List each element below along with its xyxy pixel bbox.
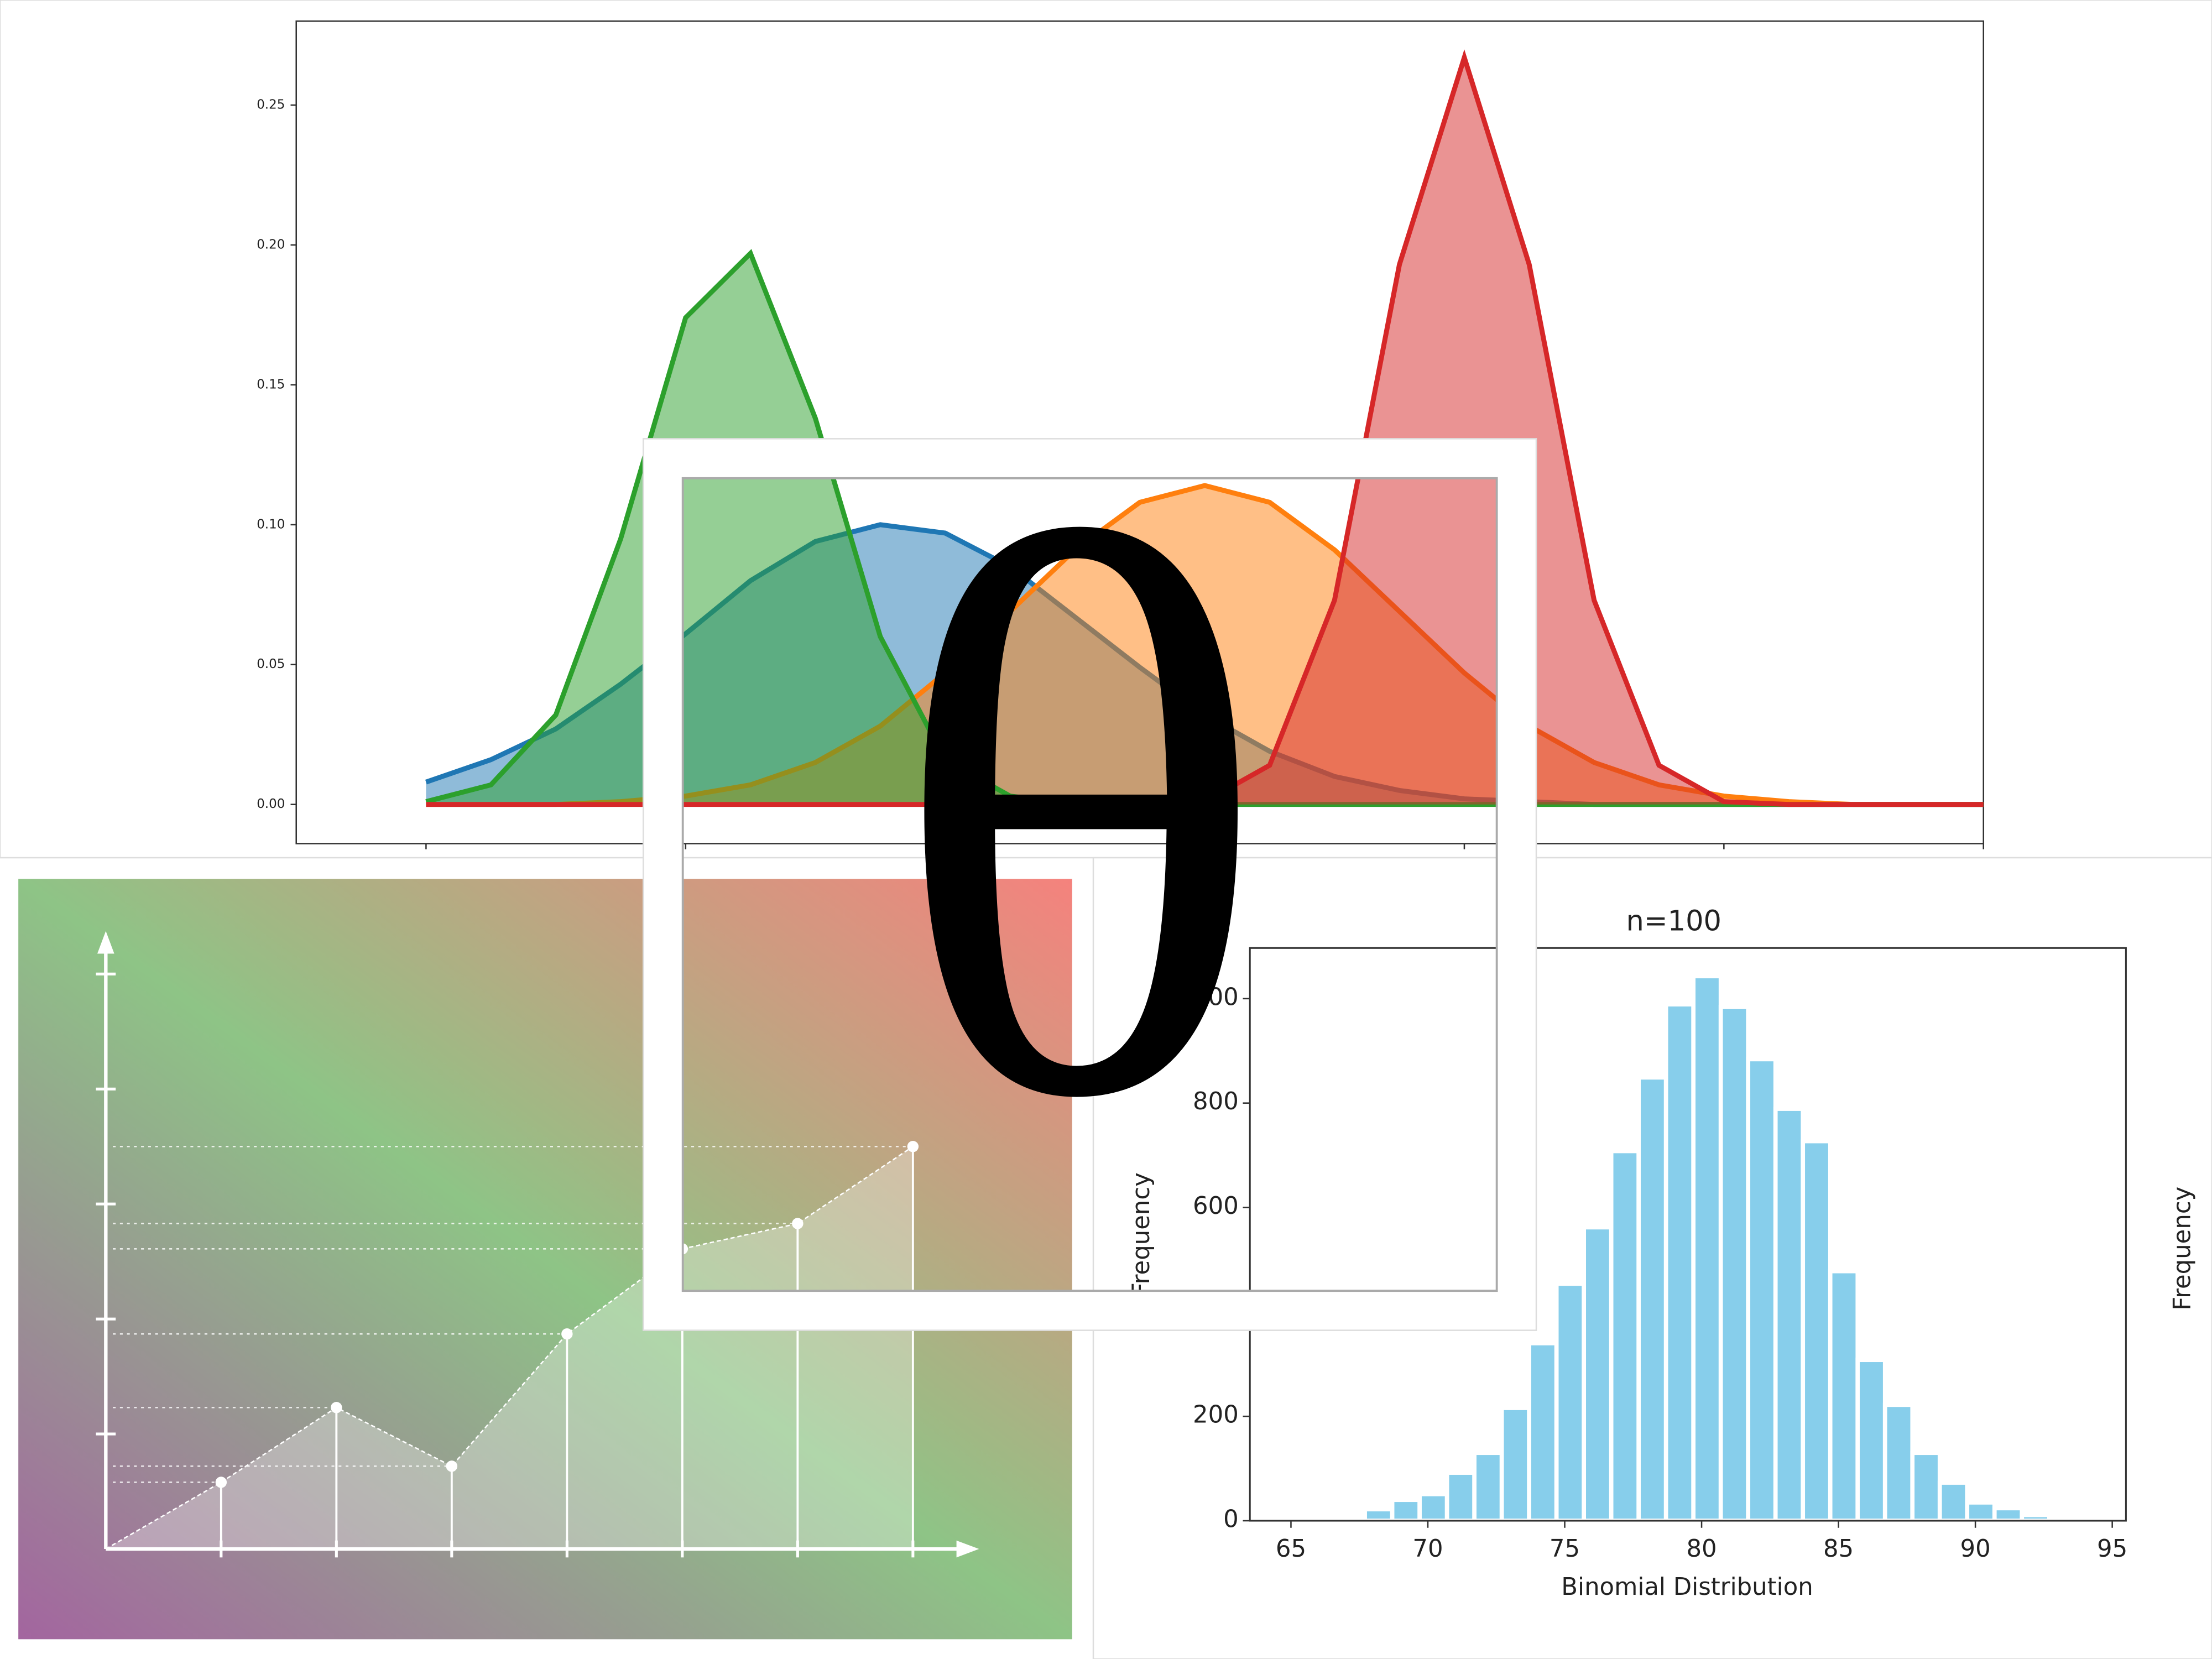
- line-chart: [96, 931, 979, 1558]
- bar: [1937, 1480, 1970, 1523]
- frame: [643, 439, 1537, 1331]
- bar: [1663, 1002, 1696, 1523]
- x-axis-label: Binomial Distribution: [1561, 1573, 1813, 1601]
- y-tick-label: 0.00: [257, 797, 285, 811]
- y-tick-label: 0: [1223, 1506, 1239, 1533]
- bar: [2020, 1512, 2052, 1523]
- gradient-panel: [18, 879, 1072, 1640]
- bar: [1718, 1005, 1751, 1523]
- lead-in: [105, 1481, 222, 1550]
- x-tick-label: 65: [1276, 1535, 1306, 1563]
- density-chart: 0.00 0.05 0.10 0.15 0.20 0.25: [257, 20, 1985, 849]
- y-axis-label: Frequency: [2168, 1187, 2196, 1311]
- bar: [1882, 1402, 1915, 1523]
- bar: [1582, 1225, 1614, 1523]
- side-chart: Frequency: [2168, 1187, 2196, 1311]
- bar: [1444, 1470, 1477, 1523]
- y-tick-label: 1000: [1177, 983, 1238, 1011]
- bar: [1773, 1107, 1806, 1523]
- theta-symbol: θ: [886, 372, 1272, 1263]
- area-fill: [426, 58, 1984, 805]
- bar: [1390, 1498, 1422, 1523]
- point: [446, 1460, 458, 1472]
- y-tick-label: 0.10: [257, 517, 285, 531]
- bar: [1801, 1139, 1833, 1523]
- x-tick-label: 75: [1550, 1535, 1580, 1563]
- point: [331, 1402, 342, 1413]
- frame-border: [642, 438, 1537, 1331]
- area-fill: [426, 486, 1984, 805]
- x-tick-label: 70: [1412, 1535, 1443, 1563]
- bar: [1965, 1500, 1997, 1523]
- y-tick-label: 0.25: [257, 98, 285, 112]
- chart-title: n=100: [1626, 905, 1721, 937]
- x-arrow: [956, 1540, 979, 1558]
- area-fill: [426, 253, 1984, 805]
- bar: [1910, 1451, 1942, 1523]
- area-fill: [106, 1146, 913, 1550]
- point: [792, 1218, 804, 1229]
- y-axis-label: Frequency: [1128, 1172, 1155, 1296]
- x-tick-label: 85: [1823, 1535, 1854, 1563]
- bar: [1746, 1057, 1778, 1523]
- bar: [1992, 1506, 2025, 1523]
- y-tick-label: 0.15: [257, 377, 285, 392]
- y-tick-label: 200: [1193, 1401, 1239, 1429]
- bar: [1636, 1075, 1668, 1523]
- bar: [1828, 1269, 1860, 1523]
- curve: [426, 49, 1984, 807]
- bar: [1499, 1406, 1531, 1523]
- bar: [1691, 974, 1723, 1523]
- y-arrow: [97, 931, 114, 954]
- bar: [1554, 1281, 1587, 1523]
- x-tick-label: 80: [1686, 1535, 1717, 1563]
- bar: [1472, 1451, 1504, 1523]
- plot-frame: [1249, 947, 2127, 1522]
- point: [907, 1141, 919, 1152]
- x-tick-label: 95: [2097, 1535, 2127, 1563]
- frame-inner: [681, 477, 1498, 1292]
- point: [215, 1477, 227, 1488]
- y-tick-label: 800: [1193, 1088, 1239, 1115]
- bar: [1609, 1149, 1641, 1523]
- bar: [1855, 1358, 1887, 1523]
- bar: [1417, 1492, 1449, 1523]
- point: [561, 1328, 573, 1340]
- bar: [1527, 1341, 1559, 1523]
- y-tick-label: 600: [1193, 1192, 1239, 1220]
- y-tick-label: 0.20: [257, 237, 285, 252]
- x-tick-label: 90: [1960, 1535, 1991, 1563]
- y-tick-label: 0.05: [257, 657, 285, 671]
- bar: [1363, 1507, 1395, 1523]
